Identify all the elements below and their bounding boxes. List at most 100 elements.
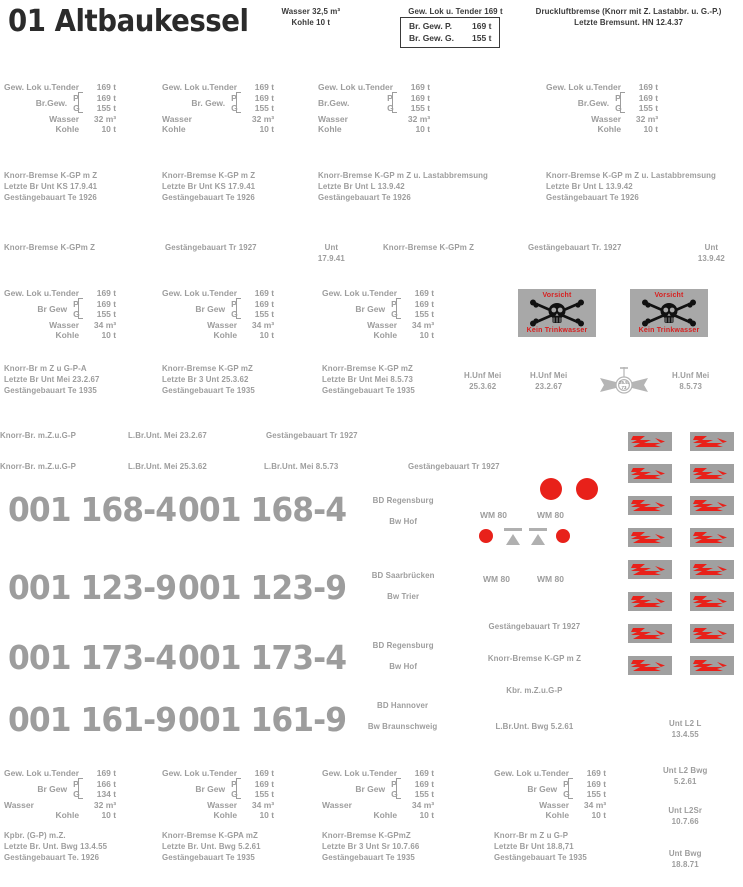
wm80-bar-2 bbox=[529, 528, 547, 531]
kohle-value: 10 t bbox=[101, 810, 117, 820]
gew-value: 169 t bbox=[414, 288, 435, 298]
gew-value: 169 t bbox=[96, 288, 117, 298]
wasser-label: Wasser bbox=[49, 113, 80, 124]
table-row: Wasser 32 m³ bbox=[4, 114, 116, 125]
lightning-bolt-icon bbox=[631, 436, 665, 447]
table-row: Gew. Lok u.Tender 169 t bbox=[4, 288, 116, 299]
p-value: 169 t bbox=[254, 778, 275, 789]
high-voltage-decal-16 bbox=[690, 656, 734, 675]
kohle-value: 10 t bbox=[591, 810, 607, 820]
high-voltage-decal-11 bbox=[628, 592, 672, 611]
brake-line-3: Gestängebauart Te 1935 bbox=[162, 385, 255, 395]
brake-block-5: Knorr-Br m Z u G-P-A Letzte Br Unt Mei 2… bbox=[4, 363, 99, 396]
wasser-label: Wasser bbox=[318, 113, 348, 124]
table-row: Wasser 34 m³ bbox=[322, 800, 434, 811]
kohle-value: 10 t bbox=[419, 810, 435, 820]
gew-label: Gew. Lok u.Tender bbox=[318, 82, 394, 92]
wm80-triangle-1 bbox=[506, 534, 520, 545]
bracket-icon bbox=[396, 778, 401, 799]
p-label: P bbox=[73, 298, 79, 309]
table-row: Br Gew P 169 t bbox=[494, 779, 606, 794]
unt-label: Unt L2 L bbox=[669, 718, 702, 728]
unt-label: Unt Bwg bbox=[668, 848, 702, 858]
lightning-bolt-icon bbox=[631, 628, 665, 639]
brake-line-3: Gestängebauart Te 1926 bbox=[4, 192, 97, 202]
g-value: 155 t bbox=[586, 789, 607, 799]
lightning-bolt-icon bbox=[693, 468, 727, 479]
table-row: Wasser 32 m³ bbox=[162, 114, 274, 125]
gew-value: 169 t bbox=[96, 82, 117, 92]
br-gew-p-label: Br. Gew. P. bbox=[409, 21, 452, 31]
kohle-label: Kohle bbox=[162, 124, 186, 134]
gew-label: Gew. Lok u.Tender bbox=[322, 768, 398, 778]
table-row: Kohle 10 t bbox=[322, 810, 434, 821]
gew-label: Gew. Lok u.Tender bbox=[4, 288, 80, 298]
bw-label: Bw Hof bbox=[389, 661, 418, 671]
wasser-value: 34 m³ bbox=[93, 319, 117, 330]
kohle-label: Kohle bbox=[213, 330, 238, 340]
wasser-value: 34 m³ bbox=[251, 319, 275, 330]
kohle-value: 10 t bbox=[101, 124, 117, 134]
table-row: Wasser 32 m³ bbox=[546, 114, 658, 125]
hunf-date: 8.5.73 bbox=[679, 381, 702, 391]
brake-line-1: Knorr-Bremse K-GP mZ bbox=[322, 363, 413, 373]
kohle-label: Kohle bbox=[545, 810, 570, 820]
gew-value: 169 t bbox=[96, 768, 117, 778]
kohle-label: Kohle bbox=[55, 124, 80, 134]
gew-label: Gew. Lok u.Tender bbox=[4, 82, 80, 92]
lightning-bolt-icon bbox=[631, 660, 665, 671]
g-label: G bbox=[615, 103, 622, 113]
kohle-label: Kohle bbox=[373, 810, 398, 820]
fluegelrad-upper-text: 25.5. bbox=[619, 380, 629, 385]
table-row: G 155 t bbox=[322, 789, 434, 800]
strip3-item-2: L.Br.Unt. Mei 25.3.62 bbox=[128, 461, 207, 471]
wm80-label-4: WM 80 bbox=[537, 574, 564, 584]
g-label: G bbox=[73, 789, 80, 799]
brake-line-3: Gestängebauart Te 1935 bbox=[322, 385, 415, 395]
unt-date: 13.4.55 bbox=[671, 729, 699, 739]
bw-label: Bw Trier bbox=[387, 591, 420, 601]
gew-label: Gew. Lok u.Tender bbox=[162, 288, 238, 298]
p-value: 169 t bbox=[414, 298, 435, 309]
table-row: Br Gew P 169 t bbox=[4, 298, 116, 314]
table-row: Kohle 10 t bbox=[494, 810, 606, 821]
weight-block-8: Gew. Lok u.Tender 169 t Br Gew P 166 t G 134… bbox=[4, 768, 116, 821]
kein-trinkwasser-plate-1: Vorsicht Kein Trinkwasser bbox=[518, 289, 596, 337]
brake-block-9: Knorr-Bremse K-GPA mZ Letzte Br. Unt. Bw… bbox=[162, 830, 261, 863]
hunf-label: H.Unf Mei bbox=[530, 370, 568, 380]
brake-line-1: Kpbr. (G-P) m.Z. bbox=[4, 830, 66, 840]
hunf-mei-3: H.Unf Mei 8.5.73 bbox=[660, 370, 721, 392]
brake-line-1: Knorr-Br m Z u G-P bbox=[494, 830, 569, 840]
kohle-value: 10 t bbox=[259, 124, 275, 134]
strip2-item-2: L.Br.Unt. Mei 23.2.67 bbox=[128, 430, 207, 440]
g-value: 155 t bbox=[414, 309, 435, 319]
unt-right-1: Unt L2 L 13.4.55 bbox=[648, 718, 722, 740]
wasser-label: Wasser bbox=[207, 799, 238, 810]
wasser-value: 32 m³ bbox=[635, 113, 659, 124]
high-voltage-decal-12 bbox=[690, 592, 734, 611]
g-value: 155 t bbox=[638, 103, 659, 113]
gew-label: Gew. Lok u.Tender bbox=[162, 768, 238, 778]
kohle-label: Kohle bbox=[597, 124, 622, 134]
table-row: Gew. Lok u.Tender 169 t bbox=[322, 768, 434, 779]
br-gew-box: Br. Gew. P. 169 t Br. Gew. G. 155 t bbox=[400, 17, 501, 48]
gew-value: 169 t bbox=[254, 288, 275, 298]
brake-line-2: Letzte Br Unt L 13.9.42 bbox=[546, 181, 633, 191]
table-row: Kohle 10 t bbox=[546, 124, 658, 135]
brake-block-1: Knorr-Bremse K-GP m Z Letzte Br Unt KS 1… bbox=[4, 170, 97, 203]
brake-line-3: Gestängebauart Te 1935 bbox=[4, 385, 97, 395]
gew-value: 169 t bbox=[414, 768, 435, 778]
center-text-4: L.Br.Unt. Bwg 5.2.61 bbox=[495, 721, 574, 731]
brake-line-1: Knorr-Br m Z u G-P-A bbox=[4, 363, 87, 373]
weight-block-5: Gew. Lok u.Tender 169 t Br Gew P 169 t G 155… bbox=[4, 288, 116, 341]
wm80-bar-1 bbox=[504, 528, 522, 531]
gew-label: Gew. Lok u.Tender bbox=[546, 82, 622, 92]
weight-block-2: Gew. Lok u.Tender 169 t Br. Gew. P 169 t G 1… bbox=[162, 82, 274, 135]
weight-block-4: Gew. Lok u.Tender 169 t Br.Gew. P 169 t G 15… bbox=[546, 82, 658, 135]
fluegelrad-lower-text: 73 bbox=[622, 385, 627, 390]
running-number-right-4: 001 161-9 bbox=[178, 700, 347, 739]
bracket-icon bbox=[568, 778, 573, 799]
brake-line-3: Gestängebauart Te 1935 bbox=[322, 852, 415, 862]
brgew-label: Br.Gew. bbox=[35, 97, 68, 108]
